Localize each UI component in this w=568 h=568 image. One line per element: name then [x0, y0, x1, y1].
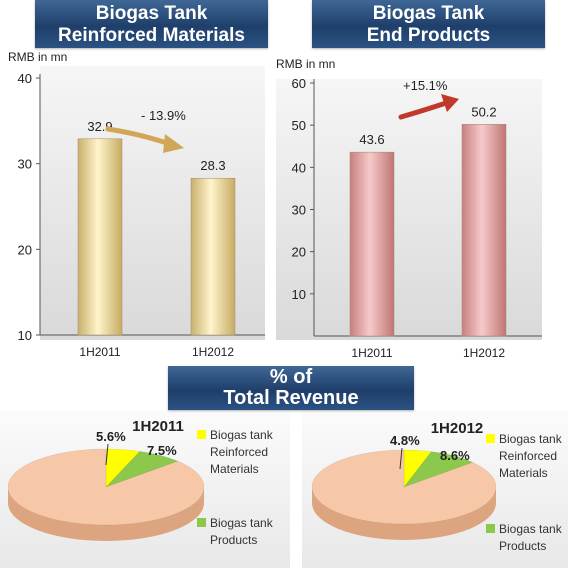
pie-1h2012-legend-text-1: Materials: [499, 466, 548, 480]
right-y-tick-label: 30: [292, 203, 306, 218]
pie-1h2012-label-yellow: 4.8%: [390, 433, 420, 448]
right-x-tick-label: 1H2012: [463, 346, 505, 360]
pie-1h2012-title: 1H2012: [431, 420, 484, 437]
banner-reinforced-materials: Biogas Tank Reinforced Materials: [35, 0, 268, 48]
left-y-tick-label: 20: [18, 242, 32, 257]
right-y-tick-label: 40: [292, 160, 306, 175]
right-y-axis-label: RMB in mn: [276, 57, 335, 71]
left-y-axis-label: RMB in mn: [8, 50, 67, 64]
pie-1h2012-legend-text-2: Biogas tank: [499, 522, 563, 536]
left-bar-1H2012: [190, 177, 236, 336]
pie-1h2012-legend-swatch-2: [486, 524, 495, 533]
right-bar-value-label: 43.6: [359, 132, 384, 147]
left-y-tick-label: 30: [18, 157, 32, 172]
pie-1h2012-slice-3: [311, 449, 497, 525]
pie-1h2011-legend-text-1: Biogas tank: [210, 428, 274, 442]
right-bar-1H2011: [349, 151, 395, 337]
pie-1h2011-legend-swatch-1: [197, 430, 206, 439]
pie-1h2011-slice-2: [105, 451, 179, 488]
pie-1h2012-legend-text-1: Reinforced: [499, 449, 557, 463]
banner-line-2: Total Revenue: [223, 387, 359, 409]
pie-1h2012-slice-1: [403, 449, 432, 488]
pie-1h2012-leader-line: [399, 447, 403, 470]
pie-1h2011-legend-text-2: Biogas tank: [210, 516, 274, 530]
pie-1h2012-legend-swatch-1: [486, 434, 495, 443]
right-y-tick-label: 50: [292, 118, 306, 133]
pie-1h2012-side: [312, 487, 496, 540]
pie-1h2011-legend-swatch-2: [197, 518, 206, 527]
pie-1h2012-legend-text-1: Biogas tank: [499, 432, 563, 446]
pie-1h2011-legend-text-1: Reinforced: [210, 445, 268, 459]
pie-1h2011-title: 1H2011: [132, 418, 184, 435]
pie-1h2011-side: [8, 487, 204, 541]
right-y-tick-label: 20: [292, 245, 306, 260]
left-change-label: - 13.9%: [141, 108, 186, 123]
pie-1h2011-legend-text-2: Products: [210, 533, 257, 547]
pie-1h2011-legend-text-1: Materials: [210, 462, 259, 476]
pie-1h2011-slice-1: [105, 448, 141, 488]
left-bar-1H2011: [77, 138, 123, 336]
banner-line-1: Biogas Tank: [372, 3, 485, 24]
banner-total-revenue: % of Total Revenue: [168, 366, 414, 410]
banner-line-1: % of: [269, 366, 313, 388]
right-change-arrowhead-icon: [441, 94, 459, 112]
left-x-tick-label: 1H2011: [79, 345, 120, 359]
right-bar-value-label: 50.2: [471, 104, 496, 119]
left-x-tick-label: 1H2012: [192, 345, 234, 359]
banner-line-1: Biogas Tank: [95, 3, 208, 24]
right-change-arrow: [398, 100, 449, 120]
right-x-tick-label: 1H2011: [351, 346, 392, 360]
pie-1h2012-legend-text-2: Products: [499, 539, 546, 553]
pie-1h2011-slice-3: [7, 448, 205, 526]
pie-1h2012-label-green: 8.6%: [440, 448, 470, 463]
pie-1h2011-label-yellow: 5.6%: [96, 429, 126, 444]
left-y-tick-label: 40: [18, 71, 32, 86]
right-y-tick-label: 60: [292, 76, 306, 91]
right-change-label: +15.1%: [403, 78, 448, 93]
left-y-tick-label: 10: [18, 328, 32, 343]
left-bar-value-label: 28.3: [200, 158, 225, 173]
banner-line-2: Reinforced Materials: [58, 25, 245, 46]
pie-1h2011-leader-line: [105, 443, 109, 466]
pie-1h2011-label-green: 7.5%: [147, 443, 177, 458]
right-bar-1H2012: [461, 124, 507, 337]
banner-end-products: Biogas Tank End Products: [312, 0, 545, 48]
banner-line-2: End Products: [366, 25, 491, 46]
left-change-arrowhead-icon: [163, 134, 184, 153]
pie-1h2012-slice-2: [403, 451, 474, 488]
right-y-tick-label: 10: [292, 287, 306, 302]
